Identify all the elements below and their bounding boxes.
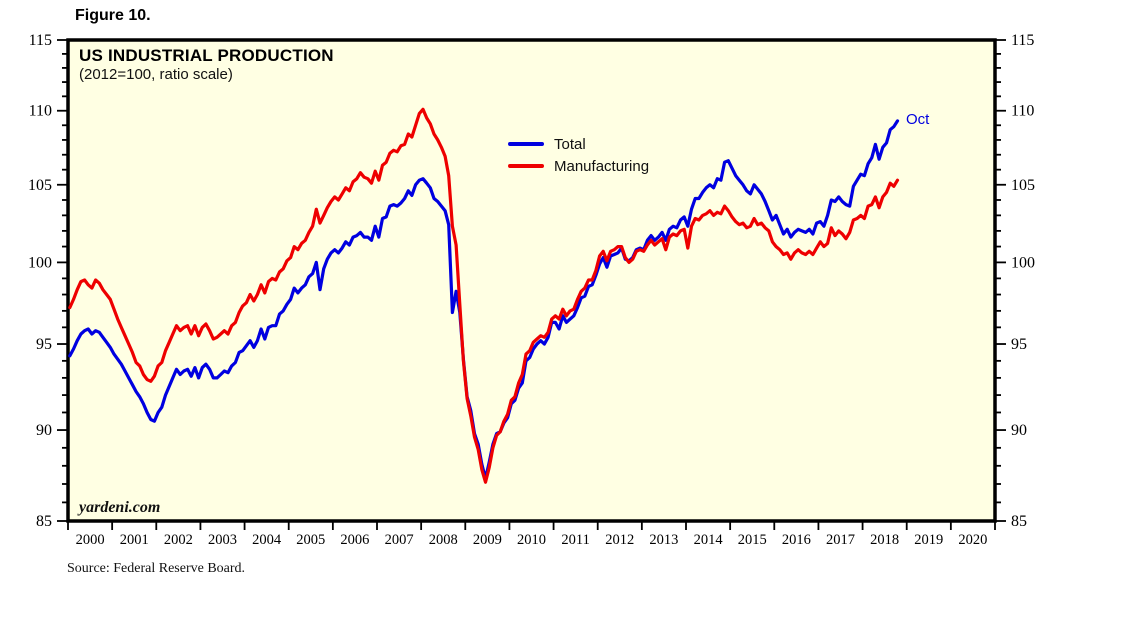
figure-label: Figure 10. (75, 7, 151, 24)
x-axis-label: 2006 (340, 532, 369, 548)
y-axis-label-right: 85 (1011, 513, 1027, 530)
x-axis-label: 2018 (870, 532, 899, 548)
chart-subtitle: (2012=100, ratio scale) (79, 66, 233, 83)
y-axis-label-left: 110 (29, 103, 52, 120)
x-axis-label: 2004 (252, 532, 282, 548)
legend-swatch-total-line (508, 142, 544, 146)
x-axis-label: 2003 (208, 532, 237, 548)
x-axis-label: 2017 (826, 532, 855, 548)
y-axis-label-right: 90 (1011, 422, 1027, 439)
x-axis-label: 2011 (561, 532, 589, 548)
chart-title: US INDUSTRIAL PRODUCTION (79, 46, 334, 65)
watermark: yardeni.com (79, 499, 161, 516)
series-line-manufacturing (68, 107, 900, 484)
y-axis-label-right: 95 (1011, 336, 1027, 353)
y-axis-label-left: 100 (28, 254, 52, 271)
legend: Total Manufacturing (508, 133, 649, 177)
plot-area (66, 38, 997, 523)
x-axis-label: 2009 (473, 532, 502, 548)
x-axis-label: 2015 (738, 532, 767, 548)
x-axis-label: 2007 (385, 532, 414, 548)
x-axis-label: 2000 (76, 532, 105, 548)
legend-item-manufacturing: Manufacturing (508, 155, 649, 177)
legend-label-total: Total (554, 135, 586, 153)
y-axis-label-left: 95 (36, 336, 52, 353)
legend-item-total: Total (508, 133, 649, 155)
x-axis-label: 2008 (429, 532, 458, 548)
y-axis-label-right: 100 (1011, 254, 1035, 271)
x-axis-label: 2002 (164, 532, 193, 548)
x-axis-label: 2012 (605, 532, 634, 548)
y-axis-label-right: 110 (1011, 103, 1034, 120)
y-axis-label-right: 115 (1011, 32, 1034, 49)
x-axis-label: 2005 (296, 532, 325, 548)
y-axis-label-left: 105 (28, 177, 52, 194)
y-axis-label-left: 115 (29, 32, 52, 49)
legend-label-manufacturing: Manufacturing (554, 157, 650, 175)
legend-swatch-manufacturing-line (508, 164, 544, 168)
y-axis-label-left: 90 (36, 422, 52, 439)
x-axis-label: 2020 (958, 532, 987, 548)
x-axis-label: 2013 (649, 532, 678, 548)
y-axis-label-right: 105 (1011, 177, 1035, 194)
x-axis-label: 2010 (517, 532, 546, 548)
x-axis-label: 2019 (914, 532, 943, 548)
y-axis-label-left: 85 (36, 513, 52, 530)
x-axis-label: 2016 (782, 532, 811, 548)
x-axis-label: 2014 (694, 532, 724, 548)
x-axis-label: 2001 (120, 532, 149, 548)
series-end-label: Oct (906, 111, 930, 128)
source-note: Source: Federal Reserve Board. (67, 561, 246, 576)
